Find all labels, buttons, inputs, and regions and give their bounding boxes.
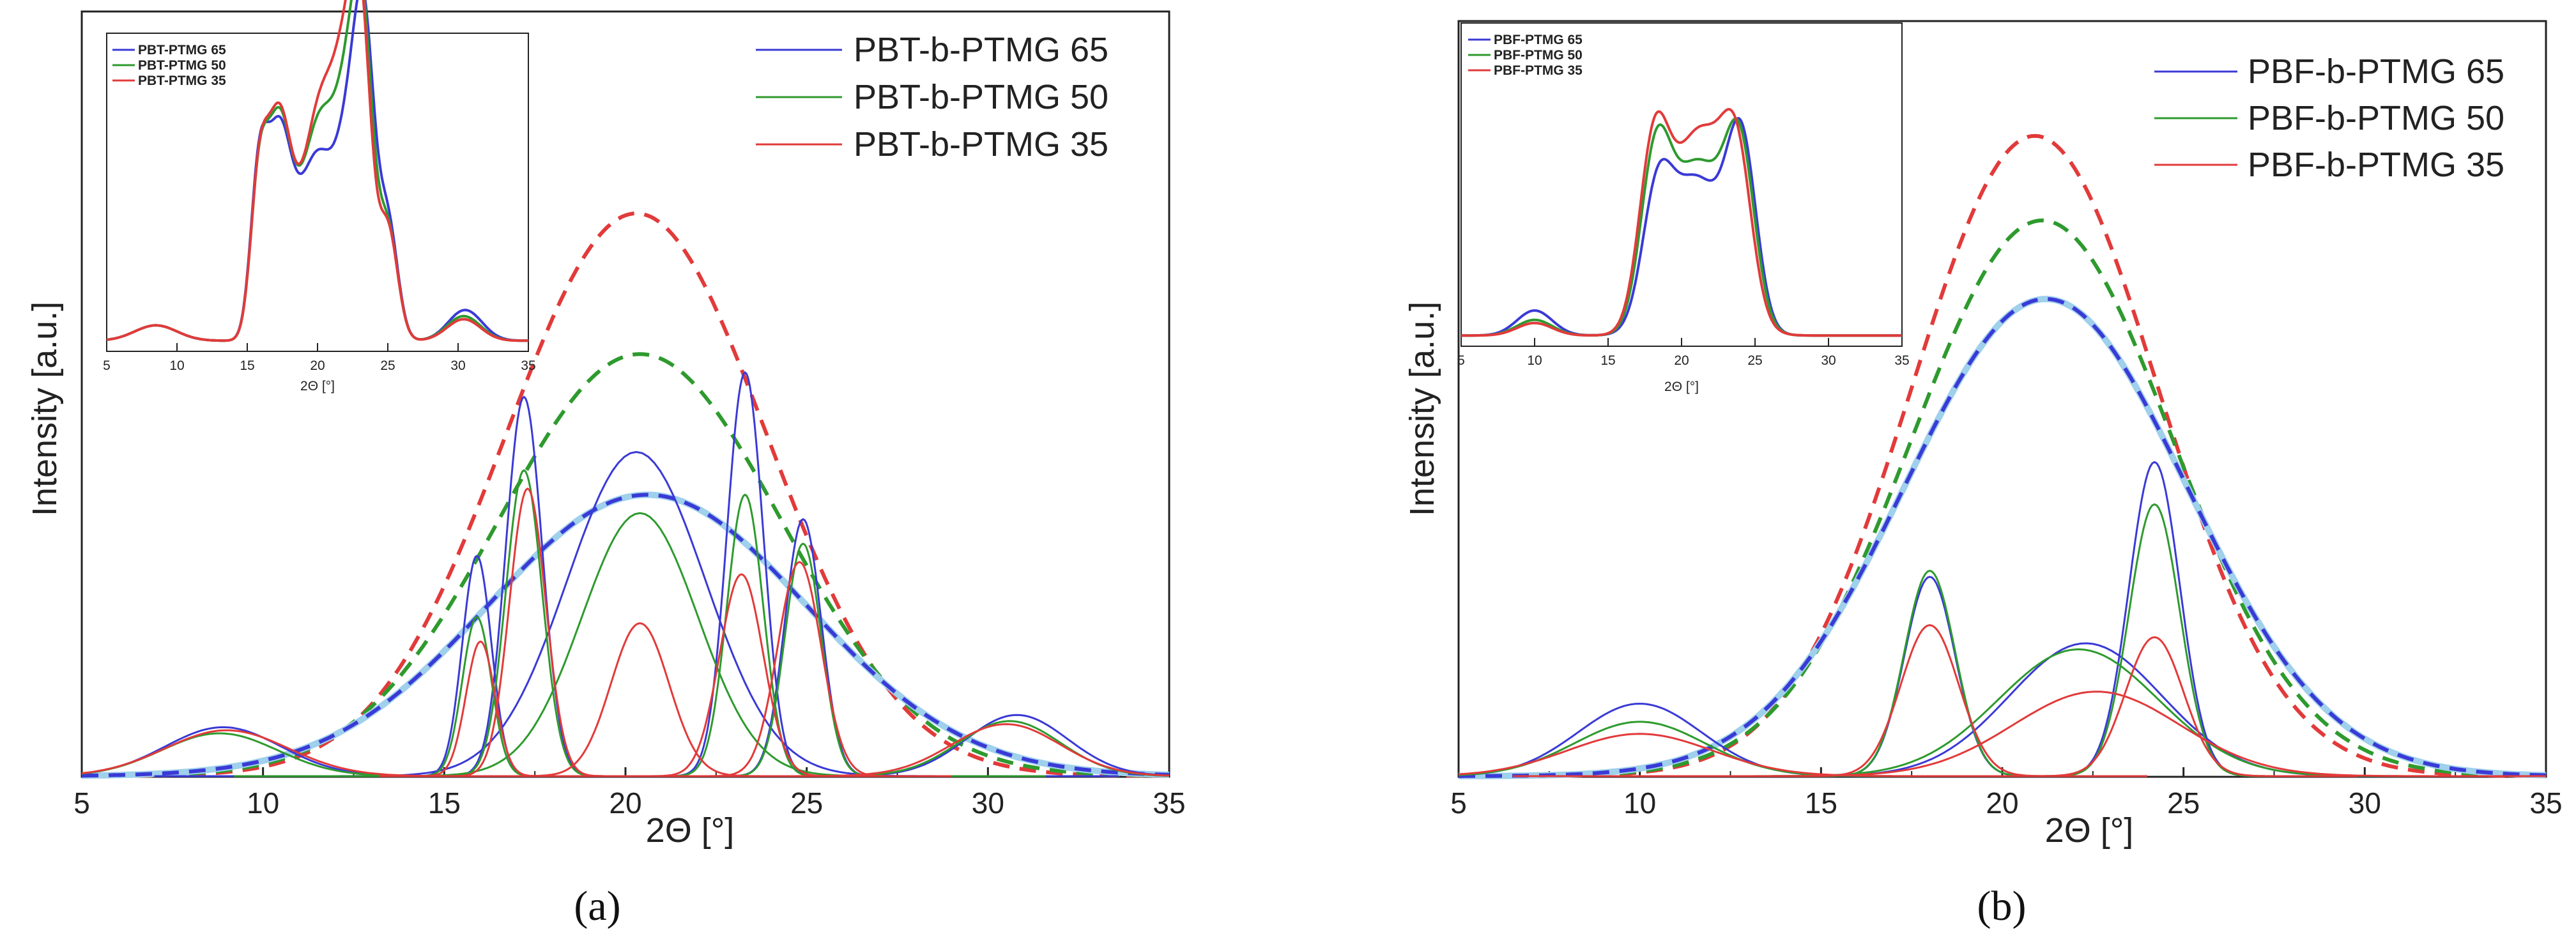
peak-b-2-0 bbox=[1458, 733, 2147, 777]
peak-a-1-3 bbox=[234, 512, 1046, 777]
panel-b: 5 10 15 20 25 30 35 2Θ [°] Intensity [a.u.] PB… bbox=[1403, 20, 2563, 929]
inset-a: 5 10 15 20 25 30 35 2Θ [°] PBT-PTMG 65 PBT-PTM… bbox=[103, 0, 536, 394]
peak-curves-a bbox=[81, 371, 1170, 777]
x-tick-label-b-6: 35 bbox=[2529, 786, 2562, 820]
legend-label-b-2: PBF-b-PTMG 35 bbox=[2248, 146, 2504, 184]
peak-a-2-2 bbox=[401, 487, 655, 777]
x-tick-label-a-3: 20 bbox=[609, 786, 641, 820]
inset-legend-label-a-1: PBT-PTMG 50 bbox=[138, 58, 226, 73]
peak-b-1-1 bbox=[1752, 569, 2108, 777]
legend-label-b-1: PBF-b-PTMG 50 bbox=[2248, 99, 2504, 137]
inset-legend-label-a-0: PBT-PTMG 65 bbox=[138, 43, 226, 57]
inset-tick-labels-a: 5 10 15 20 25 30 35 bbox=[103, 358, 536, 373]
y-axis-title-b: Intensity [a.u.] bbox=[1403, 302, 1441, 516]
inset-ticks-a bbox=[106, 343, 529, 351]
inset-frame-a bbox=[106, 33, 529, 352]
envelope-a-1 bbox=[82, 352, 1170, 778]
x-tick-label-b-2: 15 bbox=[1805, 786, 1837, 820]
peak-a-0-0 bbox=[81, 726, 629, 777]
inset-tick-label-a-4: 25 bbox=[380, 358, 395, 373]
envelope-curves-b bbox=[1459, 134, 2547, 779]
inset-tick-label-a-1: 10 bbox=[169, 358, 184, 373]
inset-tick-label-b-3: 20 bbox=[1674, 353, 1689, 368]
legend-label-a-1: PBT-b-PTMG 50 bbox=[854, 78, 1108, 116]
envelope-curves-a bbox=[81, 211, 1170, 779]
inset-tick-label-a-2: 15 bbox=[240, 358, 254, 373]
inset-curves-b bbox=[1461, 107, 1902, 337]
inset-curve-b-2 bbox=[1461, 107, 1902, 337]
inset-legend-label-b-2: PBF-PTMG 35 bbox=[1494, 63, 1583, 78]
panel-label-a: (a) bbox=[574, 883, 620, 929]
x-tick-label-a-5: 30 bbox=[972, 786, 1004, 820]
legend-label-b-0: PBF-b-PTMG 65 bbox=[2248, 52, 2504, 91]
x-tick-label-b-5: 30 bbox=[2349, 786, 2381, 820]
x-tick-label-a-2: 15 bbox=[428, 786, 461, 820]
x-tick-label-a-6: 35 bbox=[1153, 786, 1185, 820]
peak-curves-b bbox=[1458, 461, 2546, 777]
envelope-glow-a-0 bbox=[81, 491, 1170, 779]
peak-a-2-0 bbox=[81, 729, 659, 777]
peak-a-0-2 bbox=[397, 395, 651, 777]
x-tick-label-a-0: 5 bbox=[73, 786, 90, 820]
inset-curve-a-2 bbox=[106, 0, 528, 342]
x-tick-label-b-3: 20 bbox=[1986, 786, 2018, 820]
envelope-b-2 bbox=[1459, 134, 2546, 778]
legend-b: PBF-b-PTMG 65 PBF-b-PTMG 50 PBF-b-PTMG 3… bbox=[2154, 52, 2504, 184]
inset-tick-label-a-5: 30 bbox=[450, 358, 465, 373]
x-tick-label-b-1: 10 bbox=[1623, 786, 1656, 820]
legend-a: PBT-b-PTMG 65 PBT-b-PTMG 50 PBT-b-PTMG 3… bbox=[756, 31, 1108, 164]
inset-frame-b bbox=[1460, 22, 1903, 347]
x-tick-label-a-4: 25 bbox=[790, 786, 823, 820]
inset-legend-label-a-2: PBT-PTMG 35 bbox=[138, 73, 226, 88]
inset-legend-label-b-1: PBF-PTMG 50 bbox=[1494, 48, 1583, 63]
panel-label-b: (b) bbox=[1977, 883, 2027, 929]
peak-b-2-2 bbox=[1513, 691, 2546, 777]
inset-b: 5 10 15 20 25 30 35 2Θ [°] PBF-PTMG 65 PBF-PTM… bbox=[1457, 22, 1910, 394]
peak-b-0-1 bbox=[1752, 576, 2108, 777]
peak-b-0-3 bbox=[1977, 461, 2333, 777]
inset-tick-label-b-1: 10 bbox=[1527, 353, 1542, 368]
inset-tick-labels-b: 5 10 15 20 25 30 35 bbox=[1457, 353, 1910, 368]
peak-b-1-3 bbox=[1977, 503, 2333, 777]
x-axis-title-a: 2Θ [°] bbox=[646, 811, 735, 850]
legend-label-a-2: PBT-b-PTMG 35 bbox=[854, 125, 1108, 164]
envelope-b-1 bbox=[1459, 218, 2547, 778]
inset-tick-label-b-5: 30 bbox=[1821, 353, 1836, 368]
inset-tick-label-a-0: 5 bbox=[103, 358, 111, 373]
envelope-a-2 bbox=[82, 211, 1169, 778]
inset-tick-label-b-4: 25 bbox=[1747, 353, 1762, 368]
inset-x-title-b: 2Θ [°] bbox=[1664, 379, 1699, 394]
inset-tick-label-b-6: 35 bbox=[1894, 353, 1909, 368]
x-tick-labels-a: 5 10 15 20 25 30 35 bbox=[73, 786, 1185, 820]
inset-x-title-a: 2Θ [°] bbox=[300, 379, 335, 394]
panel-a: 5 10 15 20 25 30 35 2Θ [°] Intensity [a.u.] PB… bbox=[26, 0, 1186, 929]
peak-b-2-3 bbox=[1951, 636, 2358, 777]
inset-legend-label-b-0: PBF-PTMG 65 bbox=[1494, 33, 1583, 47]
peak-a-1-2 bbox=[397, 469, 651, 777]
x-tick-label-b-0: 5 bbox=[1450, 786, 1467, 820]
inset-tick-label-b-2: 15 bbox=[1600, 353, 1615, 368]
peak-a-2-6 bbox=[625, 723, 1170, 777]
x-tick-label-a-1: 10 bbox=[247, 786, 279, 820]
envelope-b-0 bbox=[1459, 296, 2547, 778]
inset-tick-label-a-3: 20 bbox=[310, 358, 325, 373]
inset-ticks-b bbox=[1460, 338, 1903, 346]
inset-tick-label-a-6: 35 bbox=[521, 358, 535, 373]
x-axis-title-b: 2Θ [°] bbox=[2045, 811, 2134, 850]
inset-curves-a bbox=[106, 0, 529, 342]
inset-tick-label-b-0: 5 bbox=[1457, 353, 1465, 368]
peak-a-0-3 bbox=[154, 450, 1119, 777]
legend-label-a-0: PBT-b-PTMG 65 bbox=[854, 31, 1108, 69]
x-tick-label-b-4: 25 bbox=[2167, 786, 2200, 820]
x-tick-labels-b: 5 10 15 20 25 30 35 bbox=[1450, 786, 2562, 820]
envelope-a-0 bbox=[81, 493, 1170, 778]
y-axis-title-a: Intensity [a.u.] bbox=[26, 302, 64, 516]
